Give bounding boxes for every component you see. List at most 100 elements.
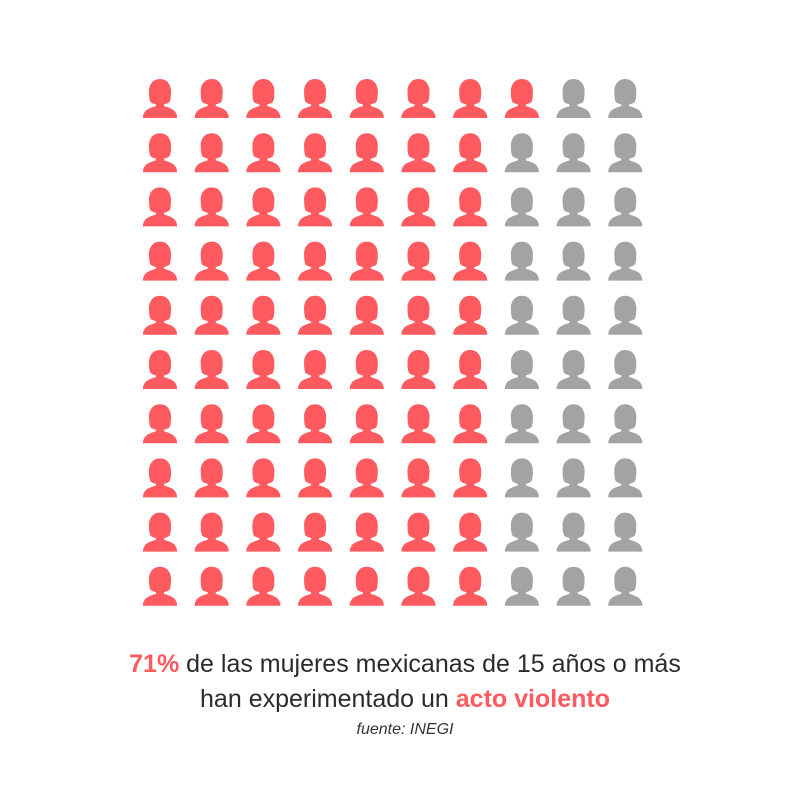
woman-icon — [608, 566, 643, 606]
woman-icon-highlighted — [298, 133, 333, 173]
woman-icon-highlighted — [349, 512, 384, 552]
woman-icon-highlighted — [401, 133, 436, 173]
woman-icon — [556, 350, 591, 389]
woman-icon-highlighted — [401, 512, 436, 552]
woman-icon-highlighted — [453, 133, 488, 173]
woman-icon-highlighted — [194, 566, 229, 606]
woman-icon — [504, 512, 539, 552]
woman-icon-highlighted — [194, 512, 229, 552]
woman-icon-highlighted — [453, 404, 488, 444]
woman-icon — [556, 512, 591, 552]
woman-icon-highlighted — [246, 133, 281, 173]
woman-icon-highlighted — [194, 404, 229, 444]
woman-icon-highlighted — [401, 241, 436, 281]
woman-icon-highlighted — [194, 458, 229, 498]
pictogram-chart — [143, 79, 643, 606]
woman-icon — [556, 241, 591, 281]
woman-icon-highlighted — [194, 241, 229, 281]
woman-icon — [504, 295, 539, 335]
woman-icon-highlighted — [349, 350, 384, 389]
woman-icon — [608, 133, 643, 173]
caption-line-2: han experimentado un acto violento — [0, 685, 810, 714]
woman-icon-highlighted — [401, 350, 436, 389]
woman-icon-highlighted — [401, 295, 436, 335]
woman-icon — [608, 187, 643, 227]
woman-icon-highlighted — [453, 241, 488, 281]
woman-icon — [504, 404, 539, 444]
caption-text: de las mujeres mexicanas de 15 años o má… — [179, 650, 681, 678]
woman-icon-highlighted — [298, 512, 333, 552]
woman-icon-highlighted — [194, 295, 229, 335]
woman-icon-highlighted — [453, 295, 488, 335]
woman-icon — [504, 350, 539, 389]
woman-icon-highlighted — [246, 241, 281, 281]
woman-icon-highlighted — [246, 295, 281, 335]
woman-icon-highlighted — [453, 566, 488, 606]
woman-icon-highlighted — [143, 295, 177, 335]
woman-icon-highlighted — [298, 566, 333, 606]
woman-icon-highlighted — [246, 350, 281, 389]
woman-icon-highlighted — [298, 404, 333, 444]
woman-icon — [608, 241, 643, 281]
woman-icon-highlighted — [401, 404, 436, 444]
woman-icon-highlighted — [246, 512, 281, 552]
source-note: fuente: INEGI — [356, 721, 454, 738]
woman-icon-highlighted — [246, 404, 281, 444]
woman-icon-highlighted — [349, 566, 384, 606]
woman-icon-highlighted — [143, 458, 177, 498]
woman-icon-highlighted — [298, 295, 333, 335]
woman-icon-highlighted — [401, 458, 436, 498]
percent-label: 71% — [129, 650, 180, 678]
woman-icon-highlighted — [143, 404, 177, 444]
woman-icon-highlighted — [143, 187, 177, 227]
caption-text-2: han experimentado un — [200, 685, 456, 713]
woman-icon-highlighted — [453, 79, 488, 118]
woman-icon — [556, 295, 591, 335]
woman-icon-highlighted — [349, 458, 384, 498]
woman-icon — [608, 350, 643, 389]
woman-icon-highlighted — [143, 241, 177, 281]
woman-icon-highlighted — [401, 79, 436, 118]
woman-icon-highlighted — [246, 187, 281, 227]
woman-icon-highlighted — [298, 458, 333, 498]
caption-highlight: acto violento — [455, 685, 610, 713]
woman-icon-highlighted — [453, 458, 488, 498]
caption-line-1: 71% de las mujeres mexicanas de 15 años … — [0, 650, 810, 679]
woman-icon — [556, 79, 591, 118]
woman-icon-highlighted — [453, 512, 488, 552]
woman-icon — [556, 187, 591, 227]
woman-icon-highlighted — [143, 350, 177, 389]
woman-icon-highlighted — [504, 79, 539, 118]
woman-icon — [608, 295, 643, 335]
woman-icon-highlighted — [143, 79, 177, 118]
woman-icon-highlighted — [298, 241, 333, 281]
woman-icon-highlighted — [298, 79, 333, 118]
woman-icon-highlighted — [246, 566, 281, 606]
woman-icon-highlighted — [298, 350, 333, 389]
woman-icon — [504, 566, 539, 606]
woman-icon-highlighted — [298, 187, 333, 227]
woman-icon — [504, 133, 539, 173]
woman-icon-highlighted — [401, 187, 436, 227]
woman-icon — [608, 79, 643, 118]
woman-icon-highlighted — [401, 566, 436, 606]
woman-icon — [556, 566, 591, 606]
woman-icon — [556, 404, 591, 444]
woman-icon-highlighted — [246, 79, 281, 118]
woman-icon — [556, 133, 591, 173]
woman-icon-highlighted — [349, 404, 384, 444]
woman-icon-highlighted — [349, 295, 384, 335]
woman-icon-highlighted — [194, 133, 229, 173]
woman-icon-highlighted — [194, 187, 229, 227]
woman-icon-highlighted — [246, 458, 281, 498]
woman-icon-highlighted — [143, 512, 177, 552]
woman-icon — [556, 458, 591, 498]
woman-icon — [504, 458, 539, 498]
woman-icon-highlighted — [143, 133, 177, 173]
woman-icon-highlighted — [453, 350, 488, 389]
woman-icon-highlighted — [349, 241, 384, 281]
woman-icon-highlighted — [349, 79, 384, 118]
woman-icon-highlighted — [194, 350, 229, 389]
woman-icon — [504, 241, 539, 281]
woman-icon — [608, 404, 643, 444]
